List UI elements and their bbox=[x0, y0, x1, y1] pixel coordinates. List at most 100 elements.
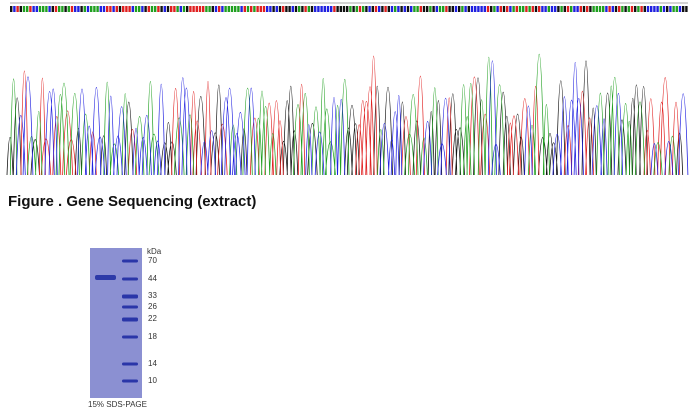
base-call bbox=[253, 6, 256, 12]
base-call bbox=[582, 6, 586, 12]
caption: Figure . Gene Sequencing (extract) bbox=[8, 193, 256, 210]
base-call bbox=[208, 6, 211, 12]
base-call bbox=[272, 6, 275, 12]
base-call bbox=[490, 6, 493, 12]
base-call bbox=[160, 6, 163, 12]
ladder-band bbox=[122, 335, 138, 339]
marker-label: 70 bbox=[148, 256, 157, 265]
base-call bbox=[54, 6, 58, 12]
base-call bbox=[77, 6, 80, 12]
marker-label: 14 bbox=[148, 359, 157, 368]
base-call bbox=[275, 6, 278, 12]
base-call bbox=[486, 6, 490, 12]
base-call bbox=[141, 6, 144, 12]
base-call bbox=[80, 6, 83, 12]
ladder: 70 44 33 26 22 18 14 10 bbox=[122, 256, 157, 385]
base-call bbox=[22, 6, 26, 12]
base-call bbox=[99, 6, 102, 12]
base-call bbox=[650, 6, 653, 12]
base-call bbox=[384, 6, 387, 12]
base-call bbox=[333, 6, 336, 12]
base-call bbox=[445, 6, 448, 12]
base-call bbox=[531, 6, 534, 12]
base-call bbox=[147, 6, 150, 12]
base-call bbox=[557, 6, 560, 12]
base-call bbox=[496, 6, 499, 12]
base-call bbox=[266, 6, 269, 12]
base-call bbox=[451, 6, 454, 12]
base-call bbox=[397, 6, 400, 12]
base-call bbox=[394, 6, 397, 12]
base-call bbox=[131, 6, 134, 12]
base-call bbox=[186, 6, 189, 12]
base-call bbox=[144, 6, 147, 12]
base-call bbox=[605, 6, 608, 12]
base-call bbox=[259, 6, 262, 12]
base-call bbox=[352, 6, 355, 12]
base-call bbox=[67, 6, 70, 12]
base-call bbox=[112, 6, 115, 12]
base-call bbox=[310, 6, 314, 12]
base-call bbox=[138, 6, 141, 12]
chromatogram bbox=[6, 54, 689, 176]
base-call bbox=[525, 6, 528, 12]
base-call bbox=[314, 6, 317, 12]
base-call bbox=[150, 6, 154, 12]
unit-label: kDa bbox=[147, 247, 162, 256]
base-call bbox=[589, 6, 592, 12]
base-call bbox=[304, 6, 307, 12]
base-call bbox=[358, 6, 362, 12]
base-call bbox=[74, 6, 77, 12]
base-call bbox=[122, 6, 125, 12]
base-call bbox=[422, 6, 426, 12]
base-call bbox=[154, 6, 157, 12]
base-call bbox=[246, 6, 250, 12]
base-call bbox=[320, 6, 323, 12]
base-call bbox=[442, 6, 445, 12]
base-call bbox=[307, 6, 310, 12]
base-call bbox=[64, 6, 67, 12]
base-call bbox=[115, 6, 118, 12]
base-call bbox=[371, 6, 374, 12]
base-call bbox=[509, 6, 512, 12]
base-call bbox=[227, 6, 230, 12]
base-call bbox=[662, 6, 666, 12]
base-call bbox=[435, 6, 438, 12]
base-call bbox=[250, 6, 253, 12]
base-call bbox=[381, 6, 384, 12]
marker-label: 33 bbox=[148, 291, 157, 300]
base-call bbox=[134, 6, 138, 12]
base-call bbox=[243, 6, 246, 12]
base-call bbox=[102, 6, 106, 12]
base-call bbox=[390, 6, 394, 12]
base-call bbox=[493, 6, 496, 12]
base-call bbox=[541, 6, 544, 12]
base-call bbox=[432, 6, 435, 12]
base-call bbox=[518, 6, 522, 12]
ladder-band bbox=[122, 379, 138, 383]
base-call bbox=[614, 6, 618, 12]
base-call bbox=[502, 6, 506, 12]
base-call bbox=[192, 6, 195, 12]
base-call bbox=[438, 6, 442, 12]
base-call bbox=[29, 6, 32, 12]
base-call bbox=[365, 6, 368, 12]
base-call bbox=[214, 6, 218, 12]
base-call bbox=[483, 6, 486, 12]
trace bbox=[6, 60, 684, 176]
base-call bbox=[61, 6, 64, 12]
base-call bbox=[608, 6, 611, 12]
ladder-band bbox=[122, 305, 138, 309]
base-call bbox=[480, 6, 483, 12]
base-call bbox=[566, 6, 570, 12]
base-call bbox=[205, 6, 208, 12]
base-call bbox=[416, 6, 419, 12]
base-call bbox=[611, 6, 614, 12]
base-call bbox=[240, 6, 243, 12]
sample-band bbox=[95, 275, 116, 280]
base-call bbox=[506, 6, 509, 12]
base-call bbox=[19, 6, 22, 12]
base-call bbox=[13, 6, 16, 12]
base-call bbox=[195, 6, 198, 12]
